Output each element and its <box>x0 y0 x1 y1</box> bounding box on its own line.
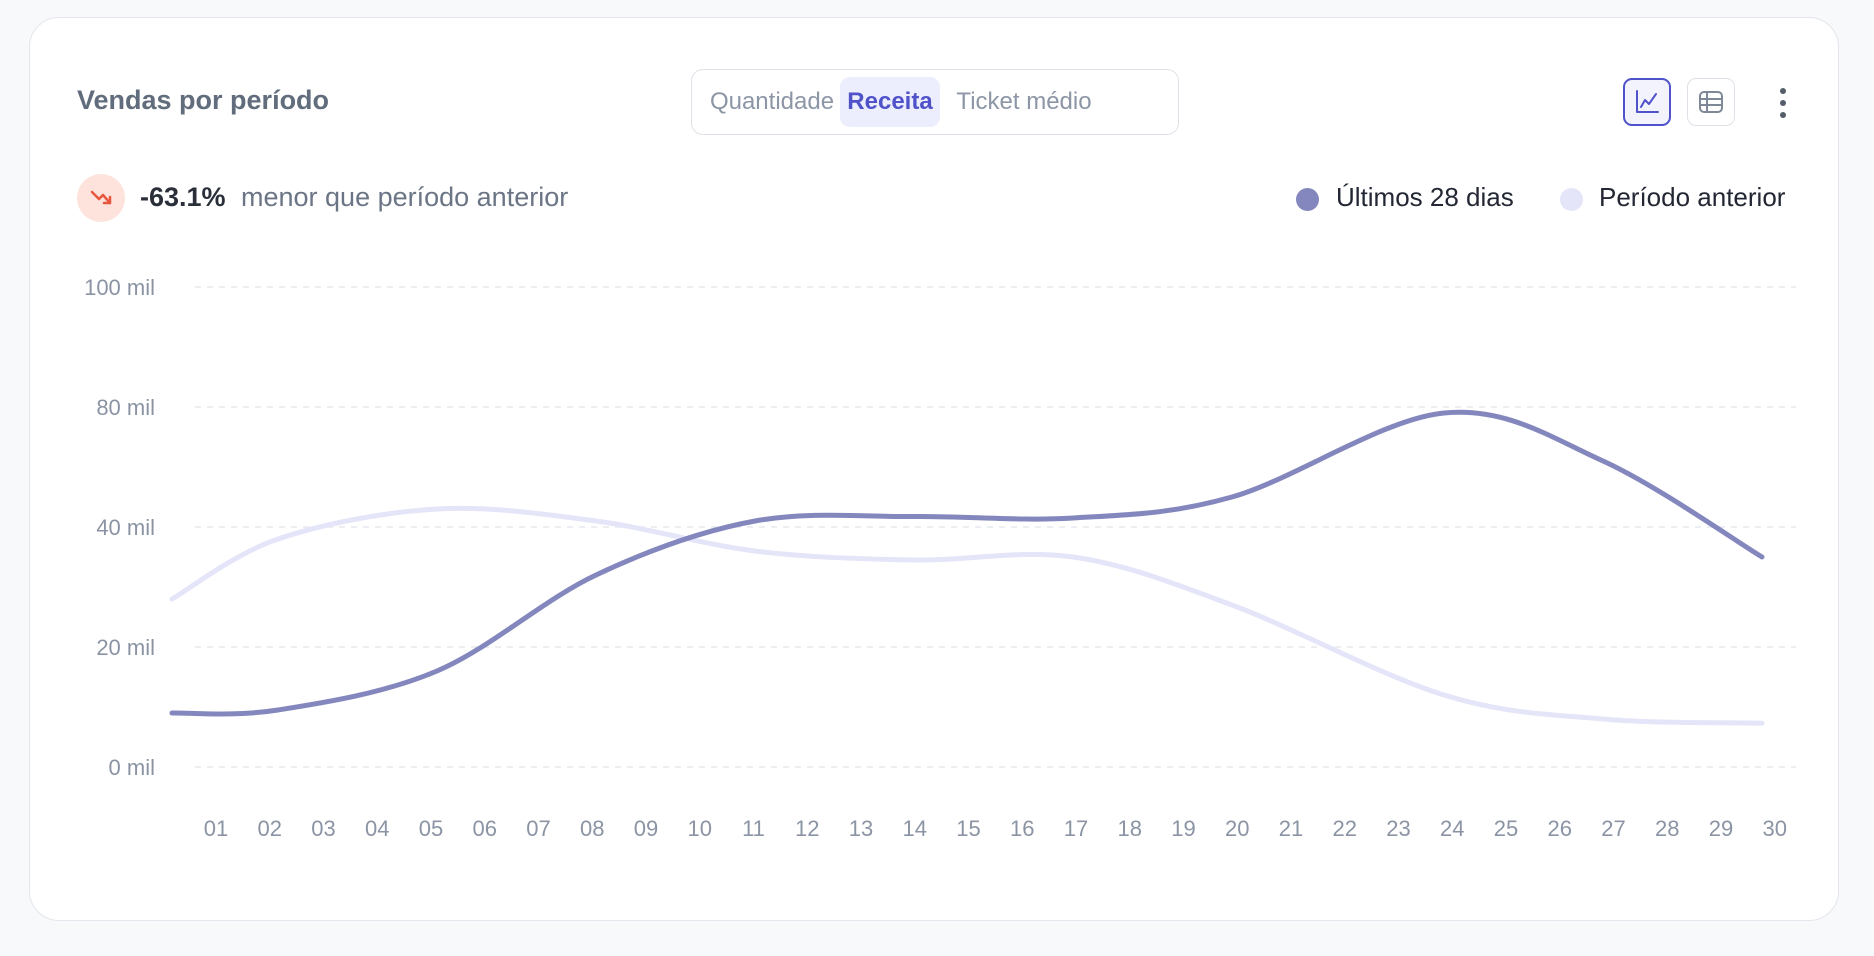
x-tick-label: 23 <box>1386 816 1410 841</box>
x-tick-label: 12 <box>795 816 819 841</box>
y-tick-label: 100 mil <box>84 275 155 300</box>
trend-down-icon <box>77 174 125 222</box>
x-tick-label: 15 <box>956 816 980 841</box>
x-tick-label: 17 <box>1064 816 1088 841</box>
x-tick-label: 24 <box>1440 816 1464 841</box>
y-tick-label: 20 mil <box>96 635 155 660</box>
x-tick-label: 09 <box>634 816 658 841</box>
series-line-current <box>169 409 1765 717</box>
line-chart-view-button[interactable] <box>1623 78 1671 126</box>
x-tick-label: 02 <box>258 816 282 841</box>
x-tick-label: 21 <box>1279 816 1303 841</box>
tab-ticket-medio[interactable]: Ticket médio <box>956 88 1092 115</box>
table-icon <box>1699 91 1723 113</box>
tab-quantidade[interactable]: Quantidade <box>709 88 835 115</box>
trend-value: -63.1% <box>140 182 226 212</box>
x-tick-label: 11 <box>742 816 765 841</box>
x-tick-label: 27 <box>1601 816 1625 841</box>
x-tick-label: 30 <box>1763 816 1787 841</box>
card-title: Vendas por período <box>77 85 330 115</box>
legend-dot-previous <box>1560 188 1583 211</box>
x-tick-label: 14 <box>903 816 927 841</box>
x-tick-label: 13 <box>849 816 873 841</box>
y-tick-label: 40 mil <box>96 515 155 540</box>
x-tick-label: 19 <box>1171 816 1195 841</box>
x-tick-label: 20 <box>1225 816 1249 841</box>
legend-label-previous: Período anterior <box>1599 182 1786 212</box>
sales-card: Vendas por período Quantidade Receita Ti… <box>29 17 1839 921</box>
x-tick-label: 16 <box>1010 816 1034 841</box>
more-options-button[interactable] <box>1773 83 1793 123</box>
x-tick-label: 04 <box>365 816 389 841</box>
more-vertical-icon <box>1780 88 1786 118</box>
table-view-button[interactable] <box>1687 78 1735 126</box>
series-line-previous <box>169 505 1765 726</box>
y-tick-label: 0 mil <box>109 755 155 780</box>
x-tick-label: 22 <box>1333 816 1357 841</box>
x-tick-label: 25 <box>1494 816 1518 841</box>
x-tick-label: 01 <box>204 816 228 841</box>
y-tick-label: 80 mil <box>96 395 155 420</box>
legend-label-current: Últimos 28 dias <box>1336 182 1514 212</box>
x-tick-label: 06 <box>473 816 497 841</box>
x-tick-label: 29 <box>1709 816 1733 841</box>
x-tick-label: 07 <box>526 816 550 841</box>
x-tick-label: 08 <box>580 816 604 841</box>
x-tick-label: 26 <box>1548 816 1572 841</box>
legend-dot-current <box>1296 188 1319 211</box>
x-tick-label: 10 <box>688 816 712 841</box>
tab-receita[interactable]: Receita <box>840 77 940 127</box>
line-chart-icon <box>1636 90 1659 113</box>
x-tick-label: 18 <box>1118 816 1142 841</box>
x-tick-label: 28 <box>1655 816 1679 841</box>
trend-text: menor que período anterior <box>241 182 569 212</box>
x-tick-label: 03 <box>311 816 335 841</box>
metric-tabs: Quantidade Receita Ticket médio <box>691 69 1179 135</box>
x-tick-label: 05 <box>419 816 443 841</box>
